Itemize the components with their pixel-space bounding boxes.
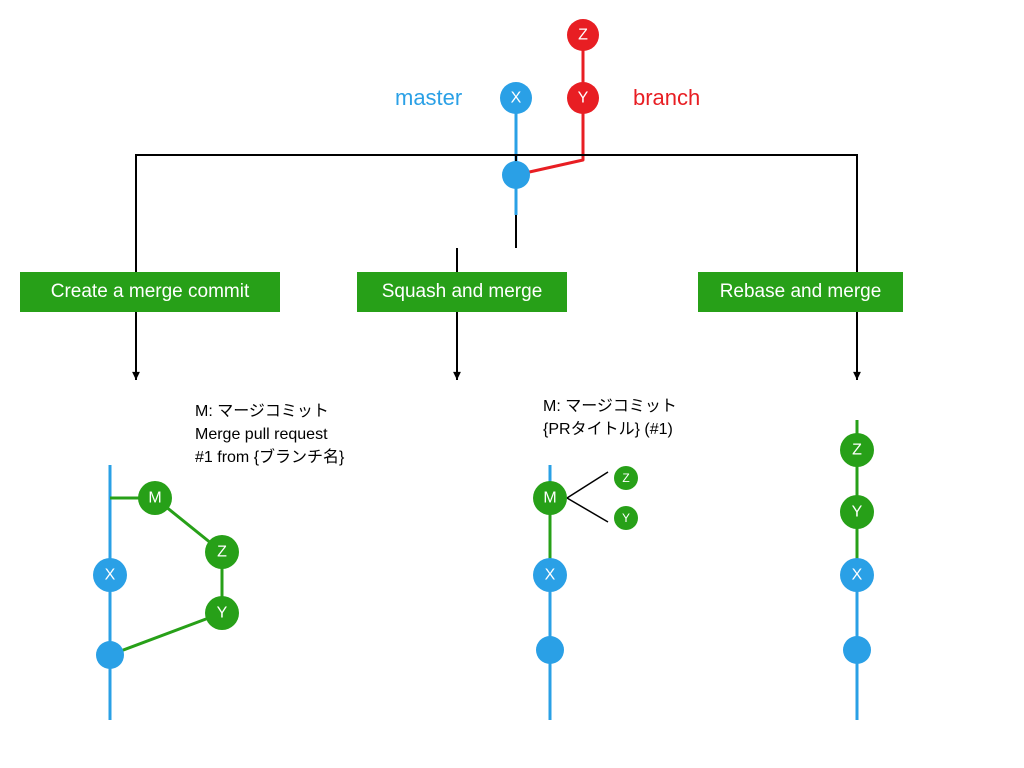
rebase-and-merge-button[interactable]: Rebase and merge — [698, 272, 903, 312]
master-label: master — [395, 85, 462, 111]
diagram-svg: X Z Y M Z Y X M Z Y X Z Y X — [0, 0, 1024, 768]
svg-text:Y: Y — [217, 605, 228, 622]
svg-text:Y: Y — [578, 90, 589, 107]
svg-text:Z: Z — [852, 442, 862, 459]
svg-text:M: M — [543, 490, 556, 507]
svg-text:Y: Y — [622, 511, 630, 525]
svg-text:X: X — [511, 90, 522, 107]
squash-and-merge-button[interactable]: Squash and merge — [357, 272, 567, 312]
branch-label: branch — [633, 85, 700, 111]
squash-commit-note: M: マージコミット {PRタイトル} (#1) — [543, 395, 677, 441]
svg-text:Z: Z — [622, 471, 629, 485]
svg-text:Z: Z — [217, 544, 227, 561]
merge-commit-note: M: マージコミット Merge pull request #1 from {ブ… — [195, 400, 344, 470]
svg-text:M: M — [148, 490, 161, 507]
svg-text:X: X — [545, 567, 556, 584]
create-merge-commit-button[interactable]: Create a merge commit — [20, 272, 280, 312]
svg-text:X: X — [105, 567, 116, 584]
svg-text:Y: Y — [852, 504, 863, 521]
svg-text:X: X — [852, 567, 863, 584]
svg-text:Z: Z — [578, 27, 588, 44]
